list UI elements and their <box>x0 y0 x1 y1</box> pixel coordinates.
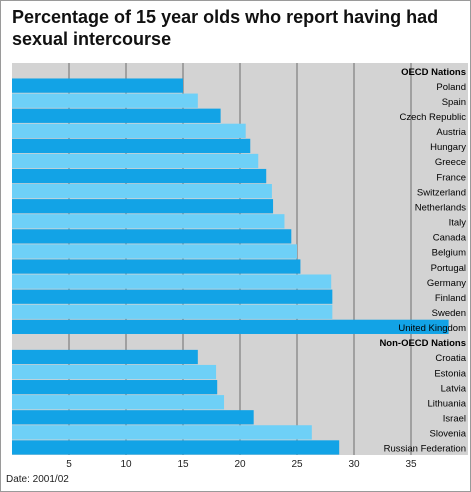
category-label: France <box>436 172 466 183</box>
bar <box>12 244 297 259</box>
bar <box>12 108 221 123</box>
group-header: Non-OECD Nations <box>379 338 466 349</box>
category-label: Belgium <box>432 248 466 259</box>
bar <box>12 380 218 395</box>
category-labels: OECD Nations Poland Spain Czech Republic Aus… <box>379 67 466 455</box>
bar <box>12 304 333 319</box>
bar <box>12 214 285 229</box>
category-label: Greece <box>435 157 466 168</box>
category-label: Lithuania <box>427 398 466 409</box>
category-label: Russian Federation <box>384 444 466 455</box>
bar <box>12 349 198 365</box>
category-label: Finland <box>435 293 466 304</box>
bar <box>12 153 259 169</box>
category-label: Germany <box>427 278 466 289</box>
x-tick-label: 5 <box>66 459 72 470</box>
bar <box>12 440 340 455</box>
bar <box>12 289 333 304</box>
bar <box>12 274 332 289</box>
category-label: Spain <box>442 97 466 108</box>
category-label: Switzerland <box>417 187 466 198</box>
bar <box>12 425 312 440</box>
bars <box>12 78 449 455</box>
x-tick-label: 10 <box>120 459 132 470</box>
x-tick-labels: 5 10 15 20 25 30 35 <box>66 459 417 470</box>
category-label: United Kingdom <box>398 323 466 334</box>
category-label: Poland <box>436 82 466 93</box>
bar <box>12 168 267 184</box>
bar <box>12 229 292 244</box>
x-tick-label: 30 <box>348 459 360 470</box>
category-label: Estonia <box>434 368 466 379</box>
x-tick-label: 35 <box>405 459 417 470</box>
bar <box>12 259 301 274</box>
category-label: Israel <box>443 414 466 425</box>
bar <box>12 93 198 108</box>
bar <box>12 123 246 138</box>
bar <box>12 138 251 154</box>
bar <box>12 184 272 199</box>
bar <box>12 410 254 425</box>
category-label: Canada <box>433 233 467 244</box>
category-label: Netherlands <box>415 202 466 213</box>
category-label: Hungary <box>430 142 466 153</box>
bar <box>12 199 274 214</box>
group-header: OECD Nations <box>401 67 466 78</box>
chart-title: Percentage of 15 year olds who report ha… <box>12 7 439 49</box>
x-tick-label: 20 <box>234 459 246 470</box>
category-label: Austria <box>436 127 466 138</box>
bar <box>12 78 183 93</box>
category-label: Czech Republic <box>399 112 466 123</box>
category-label: Slovenia <box>430 429 467 440</box>
category-label: Latvia <box>441 383 467 394</box>
bar <box>12 364 217 380</box>
date-footnote: Date: 2001/02 <box>6 474 69 485</box>
category-label: Portugal <box>431 263 466 274</box>
bar <box>12 395 225 410</box>
x-tick-label: 15 <box>177 459 189 470</box>
category-label: Italy <box>449 218 467 229</box>
category-label: Sweden <box>432 308 466 319</box>
category-label: Croatia <box>435 353 466 364</box>
x-tick-label: 25 <box>291 459 303 470</box>
bar <box>12 319 449 334</box>
